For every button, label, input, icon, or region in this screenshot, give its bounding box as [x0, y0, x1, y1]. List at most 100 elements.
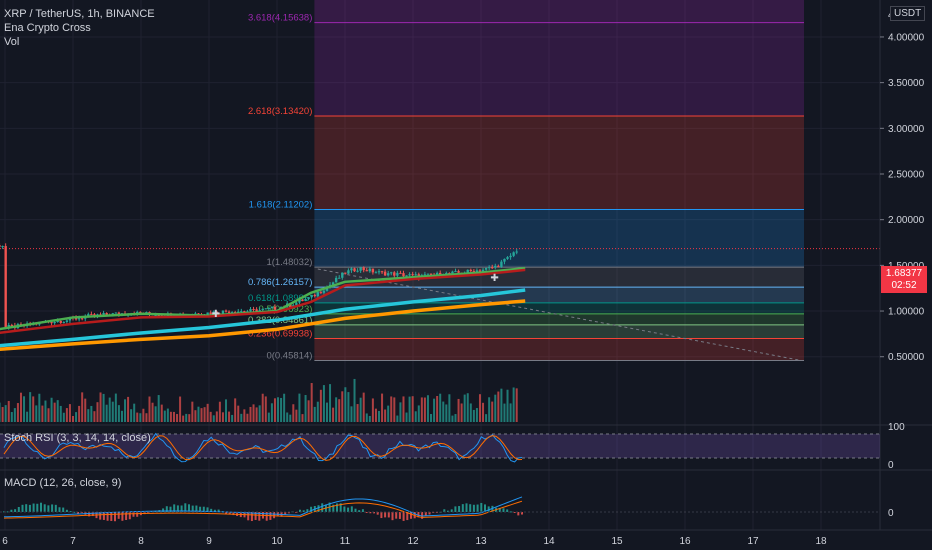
candle-body	[353, 268, 355, 271]
macd-histogram-bar	[133, 512, 135, 517]
candle-body	[63, 322, 65, 323]
macd-histogram-bar	[503, 508, 505, 512]
volume-bar	[274, 398, 276, 422]
macd-histogram-bar	[380, 512, 382, 518]
volume-bar	[69, 404, 71, 422]
volume-bar	[516, 388, 518, 422]
candle-body	[500, 262, 502, 267]
volume-bar	[271, 403, 273, 422]
fib-level-label: 0.786(1.26157)	[248, 277, 312, 288]
volume-bar	[455, 414, 457, 422]
macd-histogram-bar	[125, 512, 127, 520]
candle-body	[304, 299, 306, 301]
volume-bar	[38, 394, 40, 422]
volume-bar	[308, 400, 310, 422]
volume-bar	[381, 394, 383, 422]
volume-bar	[194, 410, 196, 422]
fib-level-label: 1.618(2.11202)	[249, 199, 313, 210]
volume-bar	[136, 413, 138, 422]
volume-bar	[112, 402, 114, 422]
volume-bar	[335, 397, 337, 422]
volume-bar	[323, 385, 325, 422]
candle-body	[206, 312, 208, 314]
volume-bar	[277, 397, 279, 422]
macd-histogram-bar	[517, 512, 519, 515]
fib-level-label: 3.618(4.15638)	[248, 13, 312, 24]
indicator-label-vol[interactable]: Vol	[4, 36, 19, 49]
candle-body	[307, 297, 309, 299]
volume-bar	[63, 413, 65, 422]
volume-bar	[188, 414, 190, 422]
candle-body	[4, 246, 6, 327]
currency-badge[interactable]: USDT	[890, 6, 925, 21]
volume-bar	[482, 403, 484, 422]
volume-bar	[60, 406, 62, 422]
volume-bar	[100, 392, 102, 422]
volume-bar	[219, 402, 221, 422]
volume-bar	[470, 403, 472, 422]
candle-body	[350, 268, 352, 270]
volume-bar	[155, 406, 157, 422]
candle-body	[341, 273, 343, 278]
macd-histogram-bar	[55, 505, 57, 512]
candle-body	[384, 272, 386, 276]
volume-bar	[164, 411, 166, 422]
volume-bar	[458, 399, 460, 422]
candle-body	[90, 314, 92, 315]
volume-bar	[173, 412, 175, 422]
volume-bar	[497, 392, 499, 422]
price-axis-label: 3.50000	[888, 78, 925, 89]
time-axis-label: 8	[138, 536, 144, 547]
volume-bar	[259, 405, 261, 422]
fib-band	[314, 116, 804, 209]
indicator-label-ena[interactable]: Ena Crypto Cross	[4, 22, 91, 35]
candle-body	[78, 318, 80, 319]
candle-body	[274, 307, 276, 310]
stoch-rsi-title[interactable]: Stoch RSI (3, 3, 14, 14, close)	[4, 432, 151, 445]
candle-body	[115, 313, 117, 314]
candle-body	[470, 270, 472, 271]
volume-bar	[424, 398, 426, 422]
volume-bar	[182, 416, 184, 422]
volume-bar	[72, 416, 74, 422]
volume-bar	[491, 402, 493, 422]
volume-bar	[51, 398, 53, 422]
macd-histogram-bar	[129, 512, 131, 519]
volume-bar	[249, 407, 251, 422]
candle-body	[60, 321, 62, 323]
candle-body	[66, 320, 68, 322]
volume-bar	[344, 387, 346, 422]
volume-bar	[57, 400, 59, 422]
price-axis-label: 1.00000	[888, 307, 925, 318]
volume-bar	[5, 405, 7, 422]
macd-histogram-bar	[399, 512, 401, 519]
candle-body	[378, 271, 380, 272]
cross-signal-marker: ✚	[490, 273, 498, 284]
volume-bar	[439, 394, 441, 422]
candle-body	[427, 274, 429, 275]
volume-bar	[179, 397, 181, 422]
volume-bar	[292, 404, 294, 422]
candle-body	[314, 295, 316, 296]
volume-bar	[406, 413, 408, 422]
volume-bar	[295, 410, 297, 422]
volume-bar	[464, 395, 466, 422]
volume-bar	[32, 396, 34, 422]
macd-title[interactable]: MACD (12, 26, close, 9)	[4, 477, 121, 490]
candle-body	[366, 270, 368, 271]
volume-bar	[283, 394, 285, 422]
candle-body	[430, 274, 432, 275]
volume-bar	[121, 411, 123, 422]
volume-bar	[41, 406, 43, 422]
fib-band	[314, 267, 804, 287]
volume-bar	[2, 407, 4, 422]
volume-bar	[311, 383, 313, 422]
volume-bar	[390, 396, 392, 422]
volume-bar	[201, 408, 203, 422]
volume-bar	[197, 407, 199, 422]
volume-bar	[26, 412, 28, 422]
candle-body	[81, 318, 83, 319]
volume-bar	[142, 409, 144, 422]
volume-bar	[366, 413, 368, 422]
